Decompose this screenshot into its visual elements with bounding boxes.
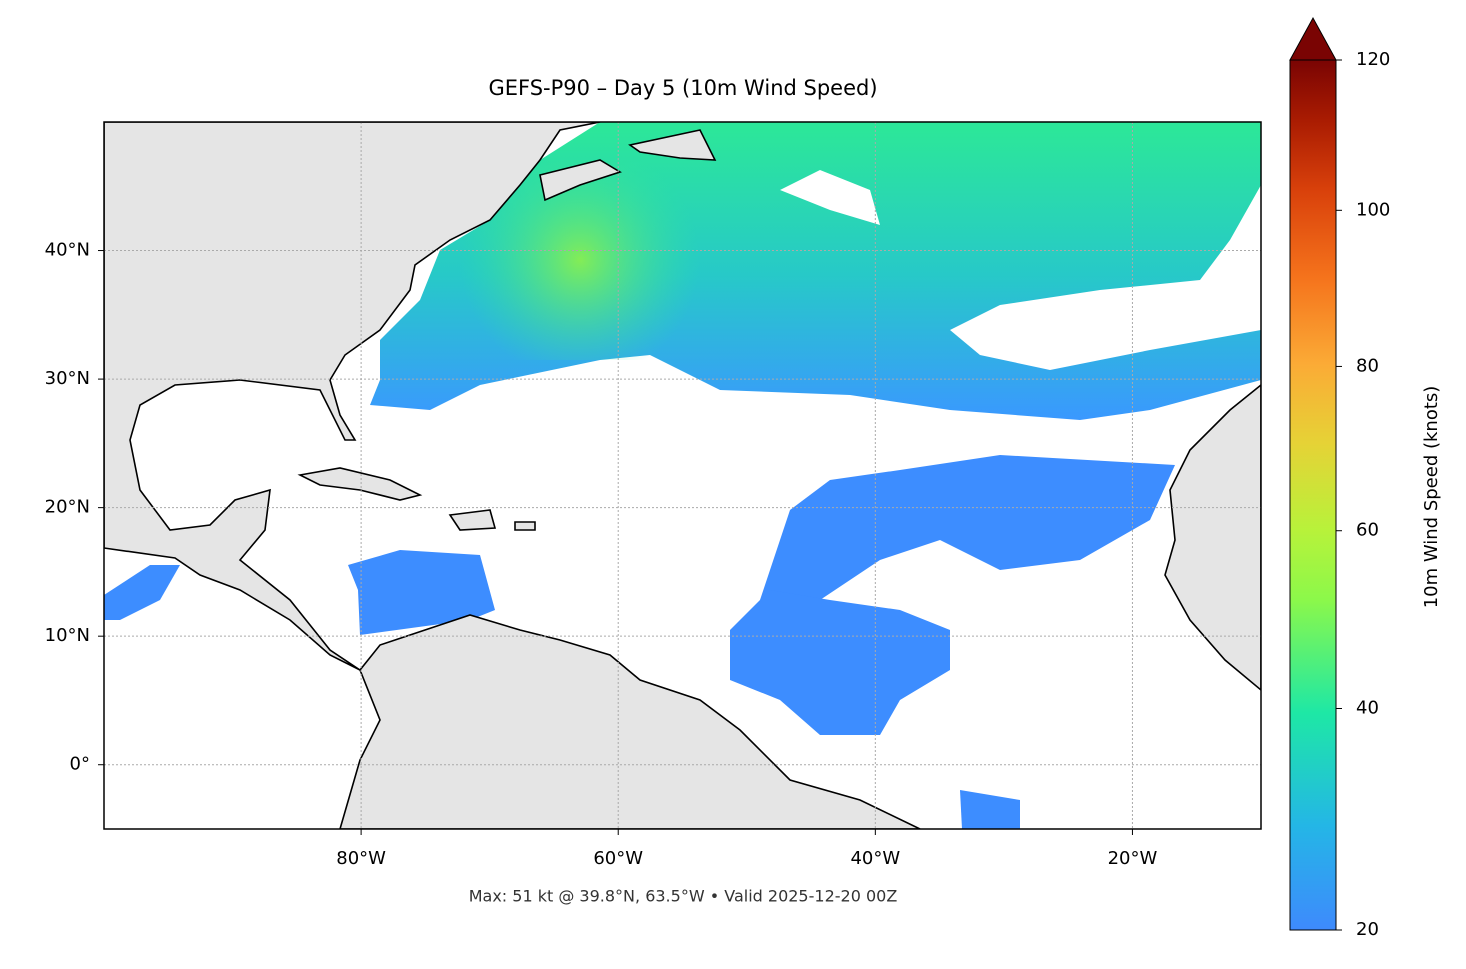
y-tick-label: 30°N [45,368,90,389]
x-tick-label: 80°W [336,848,386,869]
colorbar-tick-label: 80 [1356,355,1379,376]
land [104,122,1261,829]
colorbar-tick-label: 60 [1356,520,1379,541]
colorbar-tick-label: 120 [1356,49,1390,70]
wind-field [104,122,1261,829]
map [104,122,1261,829]
x-tick-label: 40°W [850,848,900,869]
colorbar-label: 10m Wind Speed (knots) [1421,386,1442,609]
y-tick-label: 10°N [45,625,90,646]
y-tick-label: 40°N [45,240,90,261]
colorbar-tick-label: 20 [1356,919,1379,940]
map-frame [103,121,1262,830]
y-tick-label: 20°N [45,497,90,518]
colorbar-tick-label: 40 [1356,697,1379,718]
grid [104,122,1261,829]
colorbar-tick-label: 100 [1356,199,1390,220]
x-tick-label: 60°W [593,848,643,869]
x-tick-label: 20°W [1108,848,1158,869]
colorbar-extend [1289,16,1337,61]
title: GEFS-P90 – Day 5 (10m Wind Speed) [488,76,877,100]
colorbar [1289,59,1337,931]
footer: Max: 51 kt @ 39.8°N, 63.5°W • Valid 2025… [469,887,898,906]
y-tick-label: 0° [70,754,90,775]
